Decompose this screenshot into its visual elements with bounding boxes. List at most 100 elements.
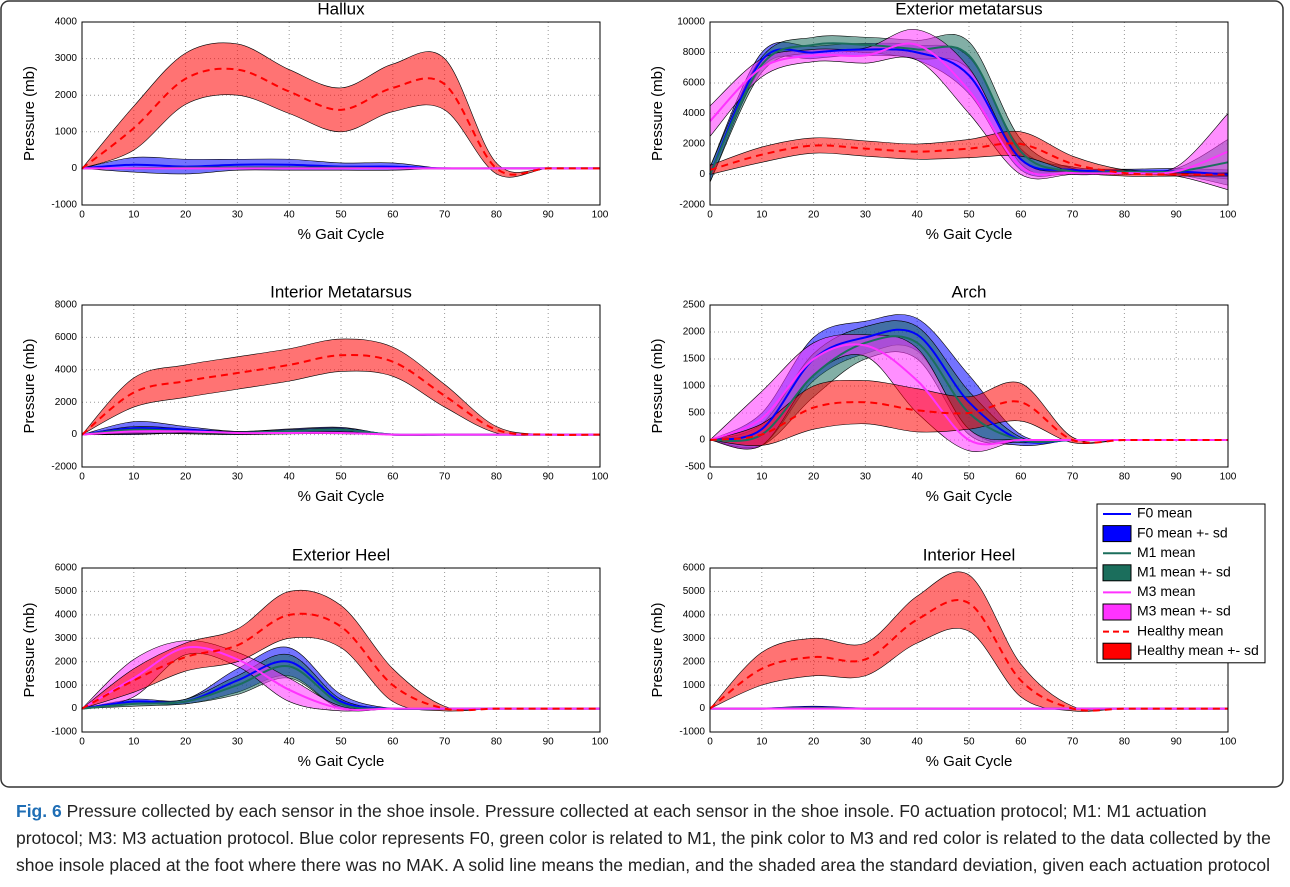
x-tick-label: 100 (592, 737, 609, 748)
x-tick-label: 60 (1015, 737, 1027, 748)
x-tick-label: 20 (180, 737, 192, 748)
y-tick-label: 10000 (677, 17, 705, 28)
mean-line (709, 400, 1228, 444)
y-tick-label: 0 (699, 435, 705, 446)
mean-line (709, 42, 1229, 175)
mean-line (81, 612, 600, 712)
x-tick-label: 10 (756, 210, 768, 221)
caption: Fig. 6 Pressure collected by each sensor… (16, 798, 1271, 879)
x-axis-label: % Gait Cycle (298, 753, 385, 770)
x-tick-label: 0 (707, 210, 713, 221)
y-tick-label: 8000 (55, 300, 78, 311)
axes-frame (81, 21, 601, 206)
y-tick-label: 0 (71, 703, 77, 714)
mean-line (81, 67, 600, 176)
y-axis-label: Pressure (mb) (21, 602, 38, 697)
legend-label: M1 mean +- sd (1137, 564, 1231, 580)
x-tick-label: 20 (808, 210, 820, 221)
x-tick-label: 50 (335, 737, 347, 748)
x-tick-label: 70 (1067, 472, 1079, 483)
x-tick-label: 70 (439, 210, 451, 221)
x-axis-label: % Gait Cycle (298, 226, 385, 243)
x-tick-label: 80 (491, 737, 503, 748)
x-tick-label: 10 (756, 737, 768, 748)
x-tick-label: 20 (808, 472, 820, 483)
sd-band (81, 338, 601, 436)
x-tick-label: 0 (79, 210, 85, 221)
y-tick-label: 6000 (55, 332, 78, 343)
y-tick-label: 6000 (55, 563, 78, 574)
y-axis-label: Pressure (mb) (649, 66, 666, 161)
chart-title: Arch (952, 282, 987, 301)
legend-patch (1102, 603, 1132, 621)
x-tick-label: 80 (1119, 472, 1131, 483)
x-tick-label: 70 (439, 472, 451, 483)
x-tick-label: 100 (592, 210, 609, 221)
x-tick-label: 70 (439, 737, 451, 748)
figure: Hallux % Gait Cycle Pressure (mb) 0 10 20 30 40… (0, 0, 1284, 788)
y-tick-label: 5000 (683, 586, 706, 597)
x-tick-label: 100 (592, 472, 609, 483)
x-tick-label: 20 (180, 210, 192, 221)
x-tick-label: 80 (491, 472, 503, 483)
x-tick-label: 70 (1067, 210, 1079, 221)
y-tick-label: 2500 (683, 300, 706, 311)
figure-border (0, 0, 1284, 788)
x-tick-label: 0 (79, 737, 85, 748)
axes-frame (709, 21, 1229, 206)
caption-label: Fig. 6 (16, 801, 62, 821)
legend-patch (1102, 564, 1132, 582)
y-axis-label: Pressure (mb) (21, 338, 38, 433)
x-tick-label: 100 (1220, 737, 1237, 748)
y-tick-label: -2000 (51, 462, 77, 473)
x-tick-label: 40 (284, 472, 296, 483)
x-tick-label: 90 (543, 737, 555, 748)
y-tick-label: 2000 (55, 656, 78, 667)
mean-line (81, 430, 600, 436)
legend-label: F0 mean (1137, 505, 1192, 521)
legend-label: M3 mean (1137, 583, 1195, 599)
y-tick-label: 1000 (55, 680, 78, 691)
y-tick-label: 4000 (683, 609, 706, 620)
x-tick-label: 90 (1171, 210, 1183, 221)
axes-frame (81, 304, 601, 468)
x-tick-label: 50 (335, 472, 347, 483)
chart-title: Hallux (317, 0, 365, 18)
chart-title: Interior Heel (923, 545, 1016, 564)
x-tick-label: 60 (387, 210, 399, 221)
legend-label: Healthy mean +- sd (1137, 642, 1259, 658)
y-axis-label: Pressure (mb) (21, 66, 38, 161)
legend-label: F0 mean +- sd (1137, 524, 1228, 540)
chart-title: Interior Metatarsus (270, 282, 412, 301)
y-tick-label: 2000 (683, 327, 706, 338)
mean-line (709, 599, 1228, 712)
axes-frame (709, 304, 1229, 468)
y-tick-label: 4000 (55, 17, 78, 28)
x-tick-label: 50 (963, 472, 975, 483)
y-axis-label: Pressure (mb) (649, 338, 666, 433)
x-tick-label: 30 (860, 210, 872, 221)
x-tick-label: 90 (543, 472, 555, 483)
legend-label: M1 mean (1137, 544, 1195, 560)
x-tick-label: 20 (180, 472, 192, 483)
x-tick-label: 10 (128, 737, 140, 748)
y-tick-label: 2000 (683, 139, 706, 150)
x-tick-label: 40 (284, 737, 296, 748)
legend-label: M3 mean +- sd (1137, 603, 1231, 619)
y-tick-label: 3000 (55, 53, 78, 64)
x-tick-label: 30 (232, 737, 244, 748)
y-tick-label: 2000 (683, 656, 706, 667)
x-tick-label: 30 (860, 737, 872, 748)
x-tick-label: 90 (1171, 737, 1183, 748)
y-tick-label: -1000 (679, 727, 705, 738)
y-tick-label: 3000 (55, 633, 78, 644)
y-tick-label: 4000 (55, 364, 78, 375)
y-tick-label: 2000 (55, 90, 78, 101)
y-tick-label: -500 (685, 462, 705, 473)
x-tick-label: 30 (232, 472, 244, 483)
y-tick-label: 4000 (683, 108, 706, 119)
x-axis-label: % Gait Cycle (298, 488, 385, 505)
x-tick-label: 60 (387, 472, 399, 483)
legend-patch (1102, 525, 1132, 543)
y-tick-label: 1000 (683, 381, 706, 392)
